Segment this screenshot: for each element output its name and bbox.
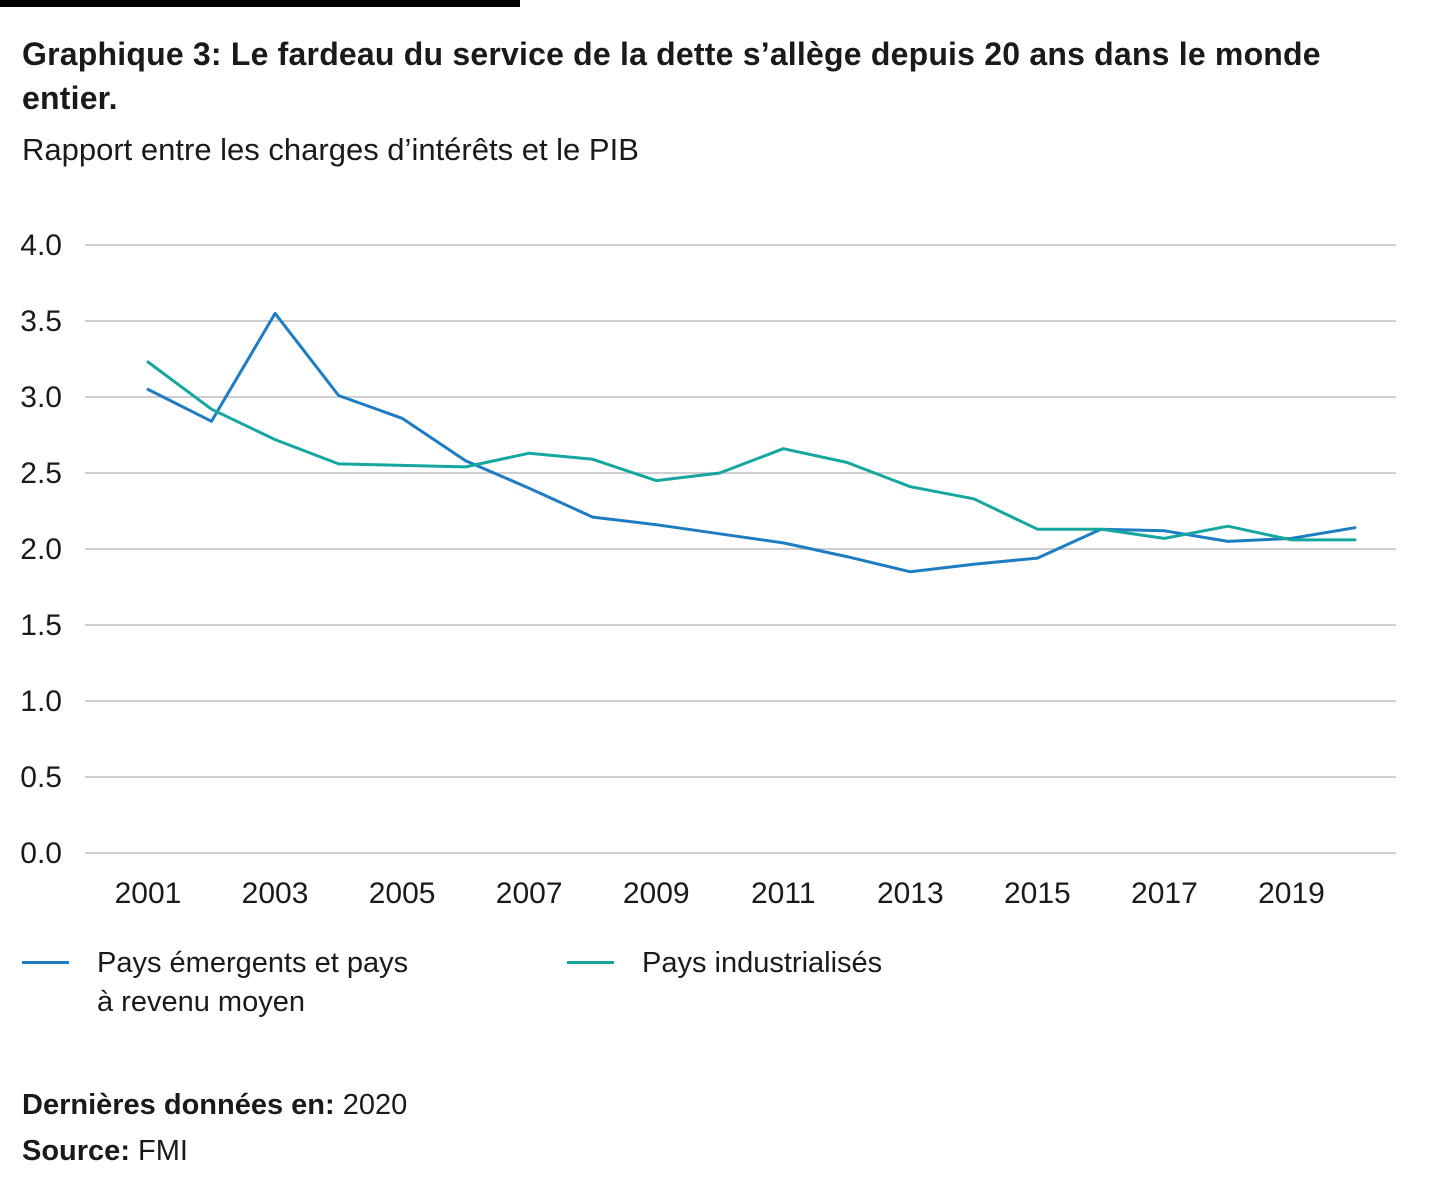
legend-item-industrialized: Pays industrialisés [567,944,1112,983]
legend-swatch-emerging [22,960,69,964]
y-tick-label: 0.5 [20,761,62,794]
series-line-emerging [146,311,1357,573]
y-tick-label: 3.0 [20,381,62,414]
legend-label-industrialized: Pays industrialisés [642,944,882,983]
y-tick-label: 2.0 [20,533,62,566]
x-tick-label: 2003 [242,877,309,910]
last-data-label: Dernières données en: [22,1088,335,1121]
y-tick-label: 3.5 [20,305,62,338]
chart-footer: Dernières données en: 2020 Source: FMI [22,1084,1431,1172]
source-label: Source: [22,1134,130,1167]
y-tick-label: 2.5 [20,457,62,490]
x-tick-label: 2007 [496,877,563,910]
chart-title: Graphique 3: Le fardeau du service de la… [22,36,1321,117]
x-tick-label: 2019 [1258,877,1325,910]
chart-area: 0.0 0.5 1.0 1.5 2.0 2.5 3.0 3.5 4.0 2001 2003 2005 2… [0,197,1431,926]
y-tick-label: 4.0 [20,229,62,262]
x-tick-label: 2013 [877,877,944,910]
x-tick-label: 2001 [115,877,182,910]
x-tick-label: 2009 [623,877,690,910]
chart-header: Graphique 3: Le fardeau du service de la… [0,0,1400,171]
x-tick-label: 2017 [1131,877,1198,910]
series-line-industrialized [146,360,1357,542]
top-rule [0,0,520,7]
legend-label-line: à revenu moyen [97,985,305,1018]
y-tick-label: 1.5 [20,609,62,642]
legend-item-emerging: Pays émergents et pays à revenu moyen [22,944,567,1022]
legend-swatch-industrialized [567,960,614,964]
legend-label-line: Pays émergents et pays [97,946,409,979]
source-value: FMI [129,1134,188,1167]
last-data-value: 2020 [334,1088,408,1121]
x-tick-label: 2005 [369,877,436,910]
last-data-line: Dernières données en: 2020 [22,1084,1431,1126]
x-tick-label: 2015 [1004,877,1071,910]
source-line: Source: FMI [22,1130,1431,1172]
x-tick-label: 2011 [751,877,816,910]
line-chart: 0.0 0.5 1.0 1.5 2.0 2.5 3.0 3.5 4.0 2001 2003 2005 2… [20,229,1396,910]
chart-legend: Pays émergents et pays à revenu moyen Pa… [22,944,1431,1022]
chart-subtitle: Rapport entre les charges d’intérêts et … [22,132,639,168]
y-tick-label: 0.0 [20,837,62,870]
y-tick-label: 1.0 [20,685,62,718]
legend-label-emerging: Pays émergents et pays à revenu moyen [97,944,408,1022]
legend-label-line: Pays industrialisés [642,946,883,979]
